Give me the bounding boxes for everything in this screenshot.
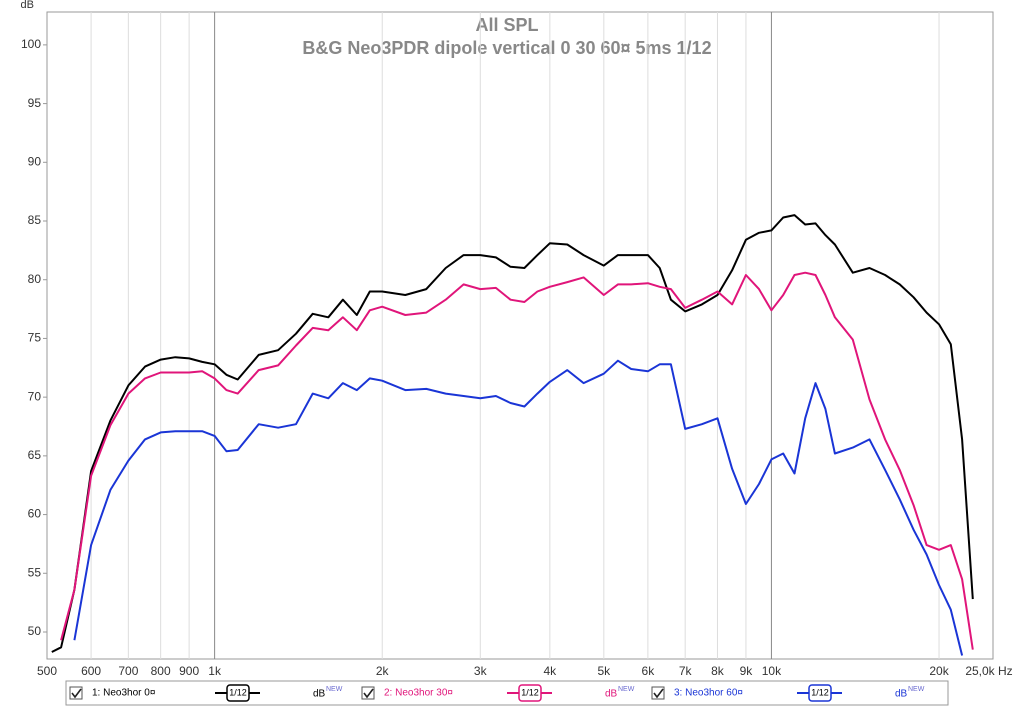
legend-item: 1: Neo3hor 0¤ 1/12 dB NEW: [69, 684, 343, 702]
x-tick-label: 800: [151, 664, 171, 678]
y-axis-label: dB: [21, 0, 34, 11]
chart-subtitle: B&G Neo3PDR dipole vertical 0 30 60¤ 5ms…: [302, 38, 711, 58]
y-tick-label: 90: [28, 154, 42, 168]
unit-badge: NEW: [908, 686, 925, 693]
y-tick-label: 60: [28, 507, 42, 521]
legend-label: 1: Neo3hor 0¤: [92, 688, 156, 699]
y-tick-label: 85: [28, 213, 42, 227]
y-tick-label: 70: [28, 389, 42, 403]
unit-label: dB: [605, 689, 618, 700]
smoothing-box: [226, 684, 250, 702]
legend-checkbox[interactable]: [69, 686, 83, 700]
legend-check: [71, 688, 82, 699]
smoothing-label: 1/12: [229, 687, 247, 697]
legend-check: [363, 688, 374, 699]
x-tick-label: 500: [37, 664, 57, 678]
x-tick-label: 25,0k Hz: [965, 664, 1012, 678]
x-tick-label: 5k: [597, 664, 611, 678]
legend-checkbox[interactable]: [361, 686, 375, 700]
x-tick-label: 2k: [376, 664, 390, 678]
x-tick-label: 4k: [544, 664, 558, 678]
legend-check: [653, 688, 664, 699]
unit-badge: NEW: [618, 686, 635, 693]
unit-label: dB: [313, 689, 326, 700]
legend-item: 3: Neo3hor 60¤ 1/12 dB NEW: [651, 684, 925, 702]
y-tick-label: 75: [28, 331, 42, 345]
y-tick-label: 50: [28, 624, 42, 638]
x-tick-label: 600: [81, 664, 101, 678]
smoothing-box: [518, 684, 542, 702]
x-tick-label: 6k: [642, 664, 656, 678]
plot-lines: [51, 214, 974, 656]
legend-label: 2: Neo3hor 30¤: [384, 688, 453, 699]
series-line: [51, 214, 974, 653]
y-tick-label: 100: [21, 37, 41, 51]
y-tick-label: 80: [28, 272, 42, 286]
series-line: [73, 359, 964, 656]
smoothing-label: 1/12: [521, 687, 539, 697]
smoothing-box: [808, 684, 832, 702]
x-tick-label: 9k: [740, 664, 754, 678]
y-tick-label: 55: [28, 565, 42, 579]
x-tick-label: 8k: [711, 664, 725, 678]
x-tick-label: 10k: [762, 664, 782, 678]
legend-label: 3: Neo3hor 60¤: [674, 688, 743, 699]
chart-title: All SPL: [475, 15, 538, 35]
x-tick-label: 900: [179, 664, 199, 678]
smoothing-label: 1/12: [811, 687, 829, 697]
x-tick-label: 20k: [929, 664, 949, 678]
x-tick-label: 1k: [208, 664, 222, 678]
y-tick-label: 95: [28, 96, 42, 110]
unit-badge: NEW: [326, 686, 343, 693]
series-line: [60, 271, 974, 650]
x-tick-label: 7k: [679, 664, 693, 678]
legend-checkbox[interactable]: [651, 686, 665, 700]
plot-frame: [46, 11, 994, 660]
y-tick-label: 65: [28, 448, 42, 462]
unit-label: dB: [895, 689, 908, 700]
x-tick-label: 3k: [474, 664, 488, 678]
x-tick-label: 700: [118, 664, 138, 678]
legend-item: 2: Neo3hor 30¤ 1/12 dB NEW: [361, 684, 635, 702]
